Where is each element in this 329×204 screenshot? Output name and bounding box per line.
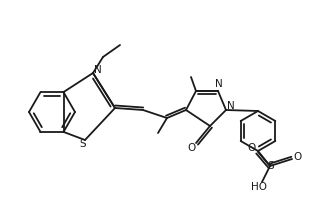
Text: O: O <box>293 152 301 162</box>
Text: HO: HO <box>251 182 267 192</box>
Text: N: N <box>94 65 102 75</box>
Text: N: N <box>215 79 223 89</box>
Text: S: S <box>80 139 86 149</box>
Text: S: S <box>268 161 274 171</box>
Text: O: O <box>248 143 256 153</box>
Text: O: O <box>187 143 195 153</box>
Text: N: N <box>227 101 235 111</box>
